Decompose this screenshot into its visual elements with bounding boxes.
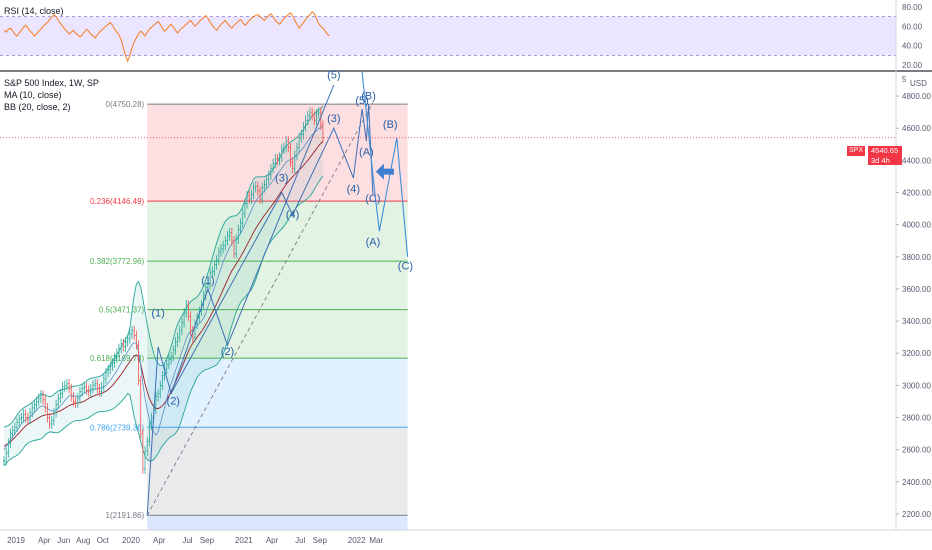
price-tick-6: 3600.00 — [902, 285, 931, 294]
wave-label-0: (1) — [151, 307, 164, 319]
price-tick-7: 3400.00 — [902, 317, 931, 326]
wave-label-3: (2) — [221, 346, 234, 358]
time-tick-11: Jul — [295, 536, 305, 545]
rsi-tick-2: 40.00 — [902, 42, 923, 51]
wave-label-2: (1) — [201, 275, 214, 287]
wave-path-primary — [146, 84, 335, 516]
price-axis-top: 5 — [902, 75, 907, 84]
fib-label-0: 0(4750.28) — [106, 100, 145, 109]
time-tick-13: 2022 — [348, 536, 366, 545]
price-tick-11: 2600.00 — [902, 446, 931, 455]
fib-label-1: 0.236(4146.49) — [90, 197, 145, 206]
currency-label: USD — [910, 79, 927, 88]
wave-label-1: (2) — [167, 396, 180, 408]
fib-zone-5 — [147, 427, 408, 516]
price-tick-3: 4200.00 — [902, 189, 931, 198]
price-tick-13: 2200.00 — [902, 510, 931, 519]
time-tick-9: 2021 — [235, 536, 253, 545]
wave-label-12: (C) — [365, 193, 380, 205]
time-tick-7: Jul — [182, 536, 192, 545]
price-tick-12: 2400.00 — [902, 478, 931, 487]
bb-upper — [3, 105, 324, 428]
price-tick-8: 3200.00 — [902, 349, 931, 358]
wave-label-5: (4) — [286, 209, 299, 221]
time-tick-6: Apr — [153, 536, 166, 545]
price-tick-9: 3000.00 — [902, 381, 931, 390]
wave-label-8: (4) — [347, 184, 360, 196]
ma-label: MA (10, close) — [4, 90, 62, 100]
wave-label-15: (C) — [398, 261, 413, 273]
rsi-band — [0, 16, 896, 56]
time-tick-14: Mar — [369, 536, 383, 545]
price-tick-1: 4600.00 — [902, 124, 931, 133]
fib-label-5: 0.786(2739.36) — [90, 423, 145, 432]
time-tick-3: Aug — [76, 536, 90, 545]
price-tick-10: 2800.00 — [902, 414, 931, 423]
bb-lower — [3, 175, 324, 467]
wave-label-7: (3) — [327, 113, 340, 125]
wave-label-6: (5) — [327, 69, 340, 81]
fib-zone-bottom — [147, 515, 408, 530]
fib-zone-0 — [147, 104, 408, 202]
main-pane: 0(4750.28) 0.236(4146.49) 0.382(3772.96) 0.… — [0, 69, 896, 530]
time-tick-10: Apr — [266, 536, 279, 545]
wave-label-13: (A) — [366, 237, 381, 249]
wave-label-9: (5) — [355, 95, 368, 107]
projection-arrow-icon — [375, 163, 394, 180]
rsi-tick-0: 80.00 — [902, 3, 923, 12]
fib-zone-1 — [147, 201, 408, 262]
price-tick-2: 4400.00 — [902, 156, 931, 165]
wave-path-secondary — [170, 104, 374, 394]
bb-label: BB (20, close, 2) — [4, 102, 71, 112]
rsi-line — [3, 10, 330, 63]
rsi-pane — [0, 10, 896, 63]
rsi-tick-3: 20.00 — [902, 61, 923, 70]
rsi-label: RSI (14, close) — [4, 6, 64, 16]
time-tick-12: Sep — [313, 536, 328, 545]
fib-label-3: 0.5(3471.37) — [99, 306, 145, 315]
symbol-tag: SPX — [846, 146, 865, 156]
time-tick-2: Jun — [57, 536, 70, 545]
projection-path — [361, 71, 409, 257]
wave-label-14: (B) — [383, 119, 398, 131]
bar-countdown: 3d 4h — [871, 155, 890, 165]
bb-basis — [3, 140, 324, 447]
fib-label-2: 0.382(3772.96) — [90, 257, 145, 266]
time-tick-0: 2019 — [7, 536, 25, 545]
last-price-value: 4540.65 — [871, 146, 899, 155]
time-tick-8: Sep — [200, 536, 215, 545]
price-tick-4: 4000.00 — [902, 221, 931, 230]
wave-label-10: (B) — [361, 90, 376, 102]
price-tick-0: 4800.00 — [902, 92, 931, 101]
wave-label-11: (A) — [359, 147, 374, 159]
time-tick-5: 2020 — [122, 536, 140, 545]
trend-line — [146, 102, 374, 516]
ma-line — [3, 126, 324, 450]
wave-label-4: (3) — [275, 172, 288, 184]
time-tick-1: Apr — [38, 536, 51, 545]
rsi-tick-1: 60.00 — [902, 22, 923, 31]
fib-label-6: 1(2191.86) — [106, 511, 145, 520]
price-tick-5: 3800.00 — [902, 253, 931, 262]
time-tick-4: Oct — [97, 536, 110, 545]
chart-title: S&P 500 Index, 1W, SP — [4, 78, 99, 88]
fib-label-4: 0.618(3169.78) — [90, 354, 145, 363]
last-price-badge: 4540.65 3d 4h — [868, 146, 902, 165]
